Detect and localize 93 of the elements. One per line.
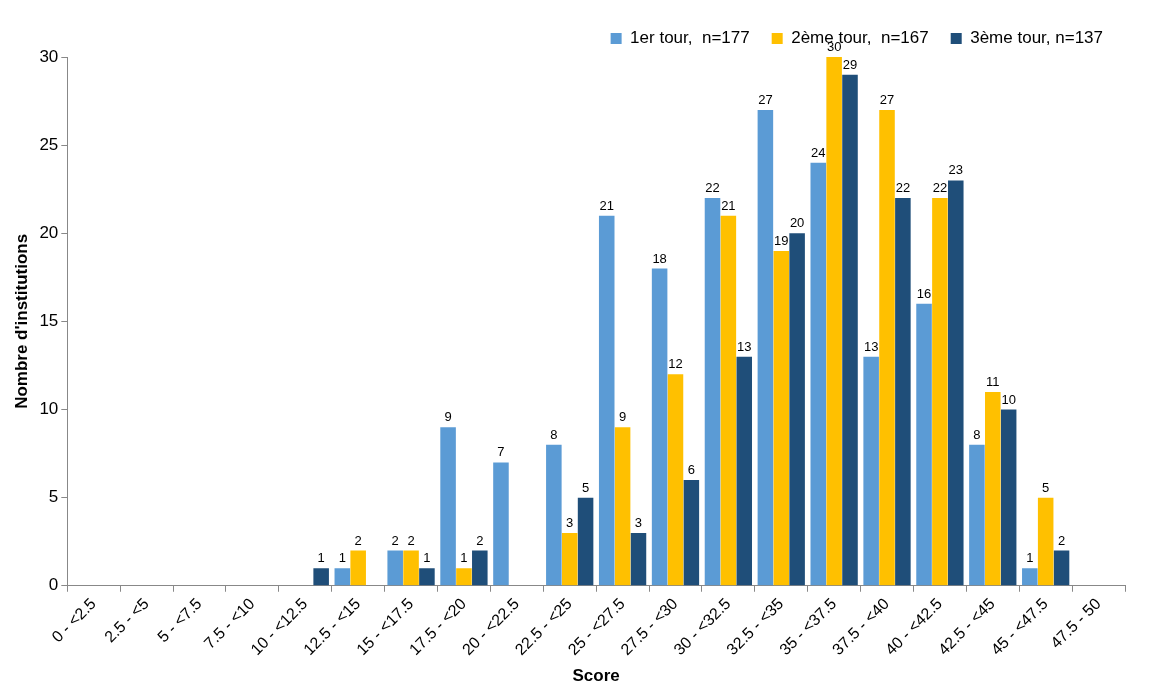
bar	[561, 532, 578, 586]
bar	[598, 215, 615, 586]
data-label: 8	[550, 426, 558, 442]
bar	[614, 427, 631, 586]
data-label: 19	[774, 232, 789, 248]
y-tick-label: 15	[39, 311, 59, 331]
data-label: 2	[476, 532, 484, 548]
data-label: 1	[317, 550, 325, 566]
bar	[456, 568, 472, 586]
bar	[757, 109, 774, 586]
data-label: 21	[721, 197, 736, 213]
data-label: 13	[737, 338, 752, 354]
data-label: 2	[391, 532, 399, 548]
data-label: 2	[407, 532, 415, 548]
bar	[842, 74, 858, 586]
data-label: 9	[618, 409, 627, 425]
data-label: 22	[932, 180, 948, 196]
bar	[493, 462, 509, 586]
y-tick-label: 10	[39, 399, 59, 419]
data-label: 18	[652, 250, 667, 266]
bar	[773, 250, 790, 586]
y-axis-title: Nombre d'institutions	[11, 233, 31, 409]
bar	[985, 391, 1001, 586]
legend-label: 1er tour, n=177	[630, 28, 750, 48]
bar	[630, 532, 647, 586]
data-label: 3	[634, 514, 643, 530]
data-label: 29	[842, 56, 858, 72]
y-tick-label: 5	[48, 487, 59, 507]
bar	[720, 215, 737, 586]
x-tick-label: 0 - <2.5	[48, 594, 100, 646]
bar	[350, 550, 366, 586]
y-tick-label: 0	[48, 575, 59, 595]
data-label: 1	[1026, 550, 1034, 566]
data-label: 7	[497, 444, 505, 460]
bar	[313, 568, 329, 586]
data-label: 10	[1001, 391, 1016, 407]
data-label: 20	[789, 215, 805, 231]
bar	[472, 550, 488, 586]
data-label: 3	[566, 514, 574, 530]
bar	[969, 444, 985, 586]
bar	[334, 568, 351, 586]
legend-label: 3ème tour, n=137	[970, 28, 1103, 48]
data-label: 27	[758, 91, 773, 107]
bar	[667, 374, 684, 586]
x-tick-label: 47.5 - 50	[1047, 594, 1104, 652]
bar	[895, 198, 911, 586]
data-label: 1	[423, 550, 431, 566]
bar	[387, 550, 403, 586]
data-label: 6	[687, 462, 695, 478]
data-label: 23	[948, 162, 963, 178]
bar	[577, 497, 594, 586]
data-label: 27	[879, 91, 895, 107]
data-label: 9	[444, 409, 452, 425]
x-tick-label: 2.5 - <5	[101, 594, 152, 646]
data-label: 2	[354, 532, 362, 548]
bar	[948, 180, 964, 586]
bar	[916, 303, 932, 586]
bar	[826, 57, 842, 586]
bar	[789, 233, 805, 586]
bar	[1000, 409, 1017, 586]
data-label: 2	[1057, 532, 1066, 548]
bar	[1037, 497, 1054, 586]
data-label: 22	[895, 180, 911, 196]
bar	[704, 198, 721, 586]
bar	[879, 109, 895, 586]
data-label: 22	[705, 180, 720, 196]
y-tick-label: 20	[39, 222, 59, 242]
bar	[736, 356, 753, 586]
y-tick-label: 30	[39, 46, 59, 66]
data-label: 11	[986, 373, 1000, 389]
bar	[419, 568, 435, 586]
bar	[440, 427, 456, 586]
x-axis-title: Score	[572, 666, 620, 686]
bar	[932, 198, 948, 586]
data-label: 12	[668, 356, 683, 372]
data-label: 13	[863, 338, 879, 354]
data-label: 1	[338, 550, 346, 566]
data-label: 5	[1042, 479, 1050, 495]
data-label: 1	[460, 550, 468, 566]
data-label: 21	[599, 197, 614, 213]
y-tick-label: 25	[39, 134, 59, 154]
bar	[863, 356, 879, 586]
bar	[810, 162, 827, 586]
data-label: 5	[581, 479, 590, 495]
bar	[1022, 568, 1038, 586]
data-label: 24	[811, 144, 826, 160]
bar	[403, 550, 419, 586]
bar	[683, 480, 700, 586]
bar	[1053, 550, 1070, 586]
data-label: 16	[916, 285, 932, 301]
data-label: 8	[973, 426, 981, 442]
bar	[546, 444, 562, 586]
bar	[651, 268, 668, 586]
